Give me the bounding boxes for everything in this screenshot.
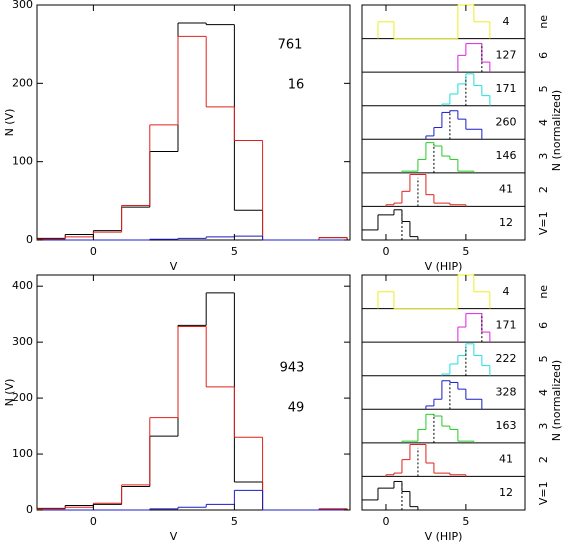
strip-label: 6 (537, 52, 550, 59)
plot-frame (36, 4, 351, 241)
y-axis-label: N (V) (3, 379, 16, 407)
y-tick-label: 200 (12, 391, 33, 404)
strip-count: 12 (499, 216, 513, 229)
strip-count: 41 (499, 453, 513, 466)
strip-count: 171 (496, 318, 517, 331)
strip-count: 12 (499, 486, 513, 499)
strip-label: ne (537, 15, 550, 29)
x-tick-label: 5 (462, 245, 469, 258)
annotation: 943 (280, 361, 305, 376)
y-tick-label: 300 (12, 335, 33, 348)
strip-count: 146 (496, 149, 517, 162)
strip-label: 2 (537, 456, 550, 463)
y-tick-label: 200 (12, 76, 33, 89)
x-tick-label: 0 (90, 245, 97, 258)
y-axis-label: N (normalized) (550, 90, 563, 171)
annotation: 49 (288, 401, 305, 416)
x-axis-label: V (170, 260, 178, 273)
y-tick-label: 300 (12, 0, 33, 11)
x-tick-label: 5 (231, 515, 238, 528)
strip-label: V=1 (537, 211, 550, 235)
strip-count: 127 (496, 48, 517, 61)
strip-label: 4 (537, 119, 550, 126)
x-axis-label: V (HIP) (425, 530, 463, 542)
plot-frame (361, 274, 526, 511)
strip-count: 222 (496, 352, 517, 365)
strip-label: 5 (537, 355, 550, 362)
strip-label: 3 (537, 423, 550, 430)
plot-frame (361, 4, 526, 241)
x-tick-label: 5 (462, 515, 469, 528)
y-axis-label: N (normalized) (550, 360, 563, 441)
x-tick-label: 0 (382, 245, 389, 258)
strip-label: V=1 (537, 481, 550, 505)
y-tick-label: 400 (12, 279, 33, 292)
strip-label: 4 (537, 389, 550, 396)
y-tick-label: 0 (26, 503, 33, 516)
strip-label: ne (537, 285, 550, 299)
x-axis-label: V (HIP) (425, 260, 463, 273)
plot-frame (36, 274, 351, 511)
y-tick-label: 0 (26, 233, 33, 246)
strip-label: 3 (537, 153, 550, 160)
x-axis-label: V (170, 530, 178, 542)
strip-count: 4 (503, 15, 510, 28)
strip-label: 6 (537, 322, 550, 329)
x-tick-label: 0 (90, 515, 97, 528)
x-tick-label: 5 (231, 245, 238, 258)
y-axis-label: N (V) (3, 109, 16, 137)
strip-count: 328 (496, 386, 517, 399)
strip-count: 41 (499, 183, 513, 196)
annotation: 761 (278, 38, 303, 53)
y-tick-label: 100 (12, 155, 33, 168)
strip-count: 260 (496, 116, 517, 129)
strip-count: 171 (496, 82, 517, 95)
strip-count: 4 (503, 285, 510, 298)
strip-label: 5 (537, 85, 550, 92)
annotation: 16 (288, 78, 305, 93)
y-tick-label: 100 (12, 447, 33, 460)
x-tick-label: 0 (382, 515, 389, 528)
strip-label: 2 (537, 186, 550, 193)
strip-count: 163 (496, 419, 517, 432)
